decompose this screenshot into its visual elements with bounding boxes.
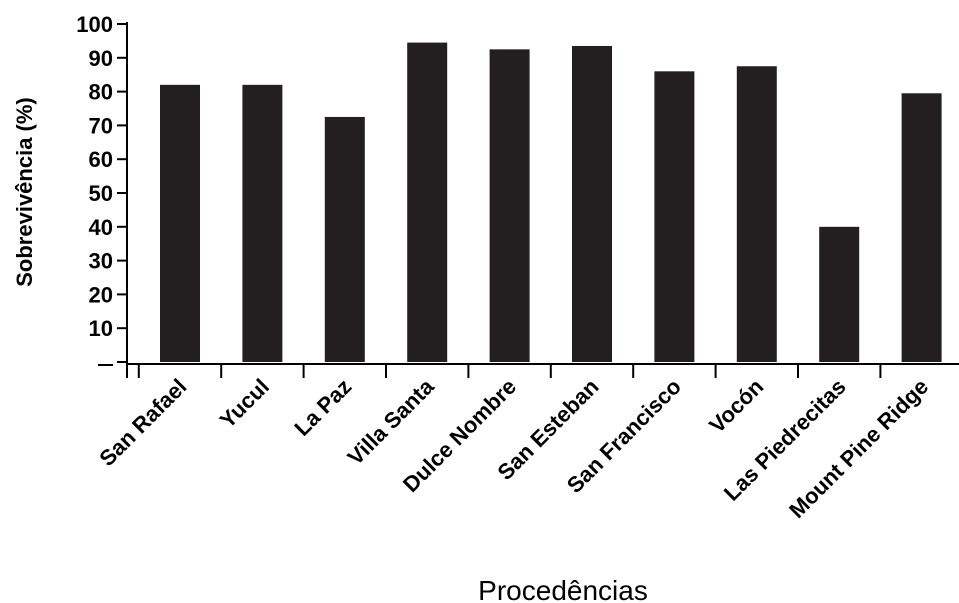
bar: [489, 49, 530, 362]
bar: [242, 84, 283, 362]
bar: [819, 226, 860, 362]
y-tick-label: 80: [89, 80, 113, 105]
y-tick-label: 10: [89, 316, 113, 341]
x-tick-label: Yucul: [215, 374, 274, 433]
y-axis-title: Sobrevivência (%): [12, 97, 37, 287]
y-tick-label: 30: [89, 249, 113, 274]
bar: [901, 93, 942, 362]
y-tick-label: 20: [89, 282, 113, 307]
bar: [654, 71, 695, 362]
x-axis-title: Procedências: [478, 575, 648, 603]
y-tick-label: 100: [76, 12, 113, 37]
y-tick-label: 70: [89, 113, 113, 138]
x-tick-label: Mount Pine Ridge: [784, 374, 933, 523]
y-tick-label: 90: [89, 46, 113, 71]
bar: [160, 84, 200, 362]
bars: [160, 42, 942, 363]
x-tick-label: San Rafael: [94, 374, 191, 471]
y-tick-label: 40: [89, 215, 113, 240]
x-tick-label: La Paz: [289, 374, 356, 441]
y-tick-label: 50: [89, 181, 113, 206]
bar: [324, 116, 365, 362]
bar: [572, 45, 612, 362]
bar: [407, 42, 448, 363]
y-axis-ticks: 10 20 30 40 50 60 70 80 90 100: [76, 12, 127, 366]
x-tick-label: Vocón: [704, 374, 768, 438]
y-tick-label: 60: [89, 147, 113, 172]
bar: [736, 66, 777, 362]
